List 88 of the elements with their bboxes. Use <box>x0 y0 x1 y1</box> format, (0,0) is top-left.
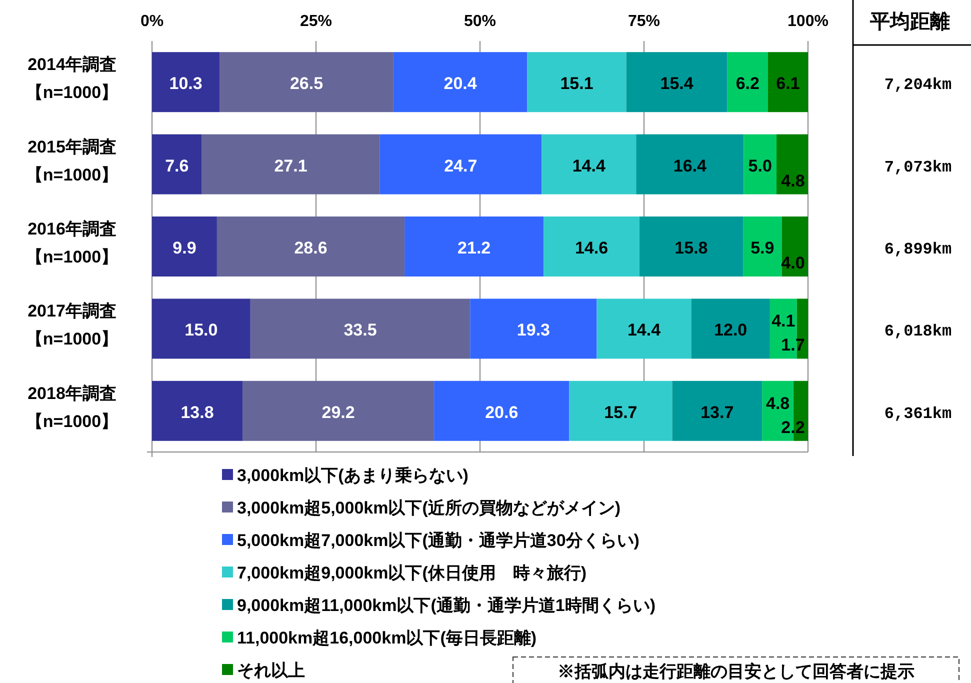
text: 21.2 <box>458 238 491 258</box>
text: 13.7 <box>700 402 734 422</box>
text: 15.0 <box>184 320 218 340</box>
text: 16.4 <box>673 156 706 176</box>
text: 9.9 <box>172 238 196 258</box>
bar <box>776 134 808 194</box>
text: 15.4 <box>660 74 694 94</box>
text: 14.4 <box>627 320 661 340</box>
bar <box>672 380 762 441</box>
bar <box>250 298 470 359</box>
bar <box>393 52 528 112</box>
text: 10.3 <box>169 74 202 94</box>
text: 4.8 <box>781 171 805 190</box>
text: 平均距離 <box>869 11 950 33</box>
bar <box>544 216 640 276</box>
bar <box>542 134 636 194</box>
text: 14.6 <box>574 238 608 258</box>
text: 2.2 <box>781 418 805 437</box>
y-tick-label: 2017年調査【n=1000】 <box>26 302 118 349</box>
text: 15.7 <box>604 402 638 422</box>
legend-label: 3,000km以下(あまり乗らない) <box>237 466 468 485</box>
bar <box>152 298 250 359</box>
bar <box>691 298 770 359</box>
bar <box>434 380 570 441</box>
bar <box>380 134 542 194</box>
text: 15.1 <box>560 74 594 94</box>
x-tick-label: 25% <box>300 13 332 30</box>
text: 5.9 <box>750 238 774 258</box>
text: 24.7 <box>444 156 478 176</box>
bar <box>626 52 728 112</box>
text: 4.1 <box>772 312 796 331</box>
bar <box>242 380 434 441</box>
bar <box>744 134 777 194</box>
legend-label: 5,000km超7,000km以下(通勤・通学片道30分くらい) <box>237 531 640 550</box>
bar <box>152 216 217 276</box>
bar <box>636 134 744 194</box>
y-tick-label: 2014年調査【n=1000】 <box>26 55 118 102</box>
bar <box>220 52 394 112</box>
legend-label: 9,000km超11,000km以下(通勤・通学片道1時間くらい) <box>237 596 656 615</box>
text: 15.8 <box>674 238 708 258</box>
text: 7,073km <box>884 158 952 176</box>
text: 14.4 <box>572 156 606 176</box>
bar <box>569 380 672 441</box>
bar <box>216 216 405 276</box>
text: 27.1 <box>274 156 308 176</box>
text: 7,204km <box>884 76 952 94</box>
legend-label: それ以上 <box>237 661 305 680</box>
legend-label: 11,000km超16,000km以下(毎日長距離) <box>237 628 537 648</box>
bar <box>639 216 744 276</box>
x-tick-label: 50% <box>464 13 496 30</box>
bar <box>527 52 626 112</box>
text: 20.6 <box>485 402 518 422</box>
text: 28.6 <box>294 238 328 258</box>
bar <box>404 216 544 276</box>
text: 19.3 <box>516 320 550 340</box>
bar <box>743 216 782 276</box>
text: 6.1 <box>776 74 800 94</box>
text: 6,018km <box>884 322 952 341</box>
text: 29.2 <box>322 402 355 422</box>
text: 1.7 <box>781 336 805 355</box>
bar <box>202 134 380 194</box>
bar <box>152 52 220 112</box>
text: 7.6 <box>165 156 189 176</box>
text: ※括弧内は走行距離の目安として回答者に提示 <box>558 662 914 681</box>
bar <box>727 52 768 112</box>
y-tick-label: 2018年調査【n=1000】 <box>26 384 118 431</box>
text: 6.2 <box>736 74 760 94</box>
y-tick-label: 2015年調査【n=1000】 <box>26 137 118 184</box>
bar <box>768 52 808 112</box>
text: 6,361km <box>884 404 952 423</box>
text: 5.0 <box>748 156 772 176</box>
x-tick-label: 100% <box>788 13 828 30</box>
text: 20.4 <box>444 74 477 94</box>
bar <box>470 298 597 359</box>
bar <box>152 380 243 441</box>
text: 13.8 <box>180 402 214 422</box>
bar <box>152 134 202 194</box>
text: 4.8 <box>766 394 790 413</box>
text: 33.5 <box>344 320 377 340</box>
legend-label: 3,000km超5,000km以下(近所の買物などがメイン) <box>237 498 621 518</box>
x-tick-label: 0% <box>140 13 164 30</box>
y-tick-label: 2016年調査【n=1000】 <box>26 220 118 266</box>
text: 26.5 <box>290 74 324 94</box>
legend-label: 7,000km超9,000km以下(休日使用 時々旅行) <box>237 564 587 582</box>
bar <box>596 298 692 359</box>
x-tick-label: 75% <box>628 13 660 30</box>
text: 6,899km <box>884 240 952 258</box>
text: 12.0 <box>714 320 748 340</box>
